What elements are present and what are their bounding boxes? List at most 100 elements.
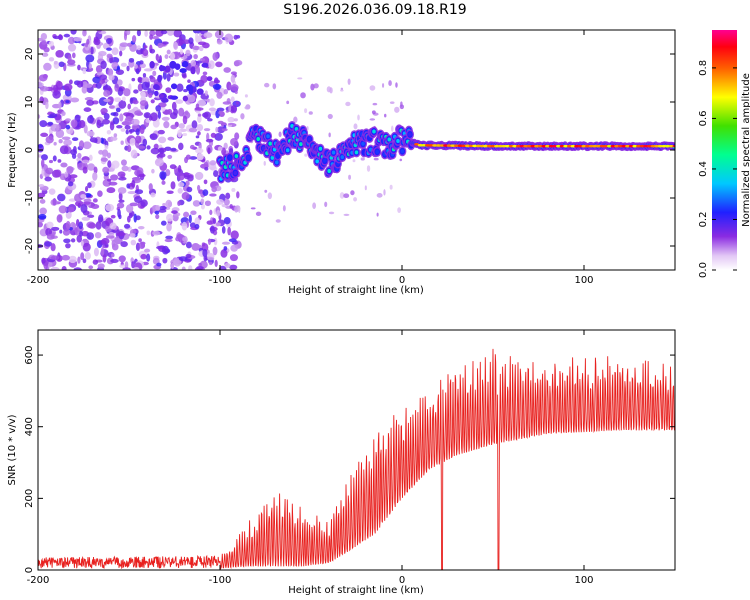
ridge-peak <box>577 144 583 148</box>
noise-blob <box>185 154 191 160</box>
noise-blob <box>218 110 225 115</box>
noise-blob <box>103 113 110 120</box>
noise-blob <box>112 117 120 125</box>
ridge-core <box>408 132 412 137</box>
noise-blob <box>209 160 217 166</box>
noise-blob <box>41 39 47 45</box>
ridge-peak <box>537 144 543 148</box>
noise-blob <box>198 262 202 267</box>
ridge-core <box>246 155 251 160</box>
noise-blob <box>38 144 43 148</box>
noise-blob <box>212 52 219 61</box>
noise-blob <box>129 233 136 238</box>
noise-blob <box>197 41 207 46</box>
ridge-core <box>299 142 303 147</box>
noise-blob <box>41 52 49 57</box>
noise-blob <box>215 61 223 68</box>
ridge-peak <box>625 144 631 148</box>
noise-blob <box>38 74 48 82</box>
noise-blob <box>120 128 126 132</box>
colorbar-tick-label: 0.0 <box>698 262 709 278</box>
noise-blob <box>181 60 189 68</box>
noise-blob <box>100 247 105 256</box>
colorbar-tick-label: 0.2 <box>698 212 709 228</box>
ridge-core <box>307 137 312 142</box>
noise-blob <box>106 53 113 59</box>
noise-blob <box>103 90 111 97</box>
noise-blob <box>115 69 125 75</box>
noise-blob <box>107 68 114 77</box>
noise-blob <box>65 100 70 104</box>
noise-blob <box>78 120 86 129</box>
noise-blob <box>146 230 151 236</box>
noise-blob <box>90 46 94 55</box>
noise-blob <box>140 253 147 260</box>
noise-blob <box>119 50 123 57</box>
noise-blob <box>114 97 122 103</box>
noise-blob <box>58 101 62 110</box>
ridge-peak <box>599 144 605 148</box>
noise-blob <box>185 180 190 187</box>
noise-blob <box>176 83 184 92</box>
noise-blob <box>125 204 134 213</box>
noise-blob <box>173 72 180 77</box>
noise-blob <box>130 149 138 159</box>
noise-blob <box>152 35 159 40</box>
noise-blob <box>234 205 239 213</box>
noise-blob <box>391 125 394 132</box>
noise-blob <box>100 60 107 70</box>
noise-blob <box>207 147 211 155</box>
noise-blob <box>70 149 78 156</box>
ridge-peak <box>559 144 565 148</box>
noise-blob <box>173 41 179 50</box>
noise-blob <box>81 216 91 221</box>
noise-blob <box>328 132 331 138</box>
noise-blob <box>304 153 308 157</box>
noise-blob <box>212 83 222 90</box>
noise-blob <box>162 41 169 45</box>
ridge-peak <box>556 144 562 148</box>
noise-blob <box>348 174 351 180</box>
noise-blob <box>327 113 333 119</box>
snr-xlabel: Height of straight line (km) <box>288 585 424 596</box>
ridge-core <box>354 150 359 155</box>
noise-blob <box>87 214 95 218</box>
noise-blob <box>236 191 240 199</box>
noise-blob <box>137 76 143 83</box>
noise-blob <box>205 98 211 103</box>
noise-blob <box>196 123 204 132</box>
ridge-peak <box>672 144 675 148</box>
noise-blob <box>388 80 392 87</box>
noise-blob <box>167 201 173 208</box>
noise-blob <box>116 124 123 129</box>
noise-blob <box>214 30 224 39</box>
noise-blob <box>149 34 154 40</box>
noise-blob <box>148 183 153 191</box>
noise-blob <box>76 234 83 243</box>
noise-blob <box>63 83 73 91</box>
noise-blob <box>194 107 204 111</box>
noise-blob <box>194 223 200 230</box>
snr-xtick-label: -200 <box>27 575 50 586</box>
noise-blob <box>135 128 140 136</box>
noise-blob <box>204 167 209 171</box>
noise-blob <box>159 148 165 155</box>
noise-blob <box>167 154 173 159</box>
ridge-peak <box>443 144 449 147</box>
noise-blob <box>133 266 140 270</box>
snr-ytick-label: 0 <box>24 567 35 573</box>
noise-blob <box>123 223 131 229</box>
ridge-peak <box>428 144 434 147</box>
noise-blob <box>88 265 94 270</box>
snr-xtick-label: 100 <box>574 575 593 586</box>
ridge-core <box>268 141 273 146</box>
noise-blob <box>208 261 213 266</box>
ridge-peak <box>636 144 642 148</box>
noise-blob <box>105 203 115 212</box>
noise-blob <box>129 97 134 105</box>
noise-blob <box>83 107 92 112</box>
noise-blob <box>45 101 49 110</box>
noise-blob <box>339 192 345 199</box>
snr-ylabel: SNR (10 * v/v) <box>7 414 18 485</box>
noise-blob <box>101 118 111 125</box>
